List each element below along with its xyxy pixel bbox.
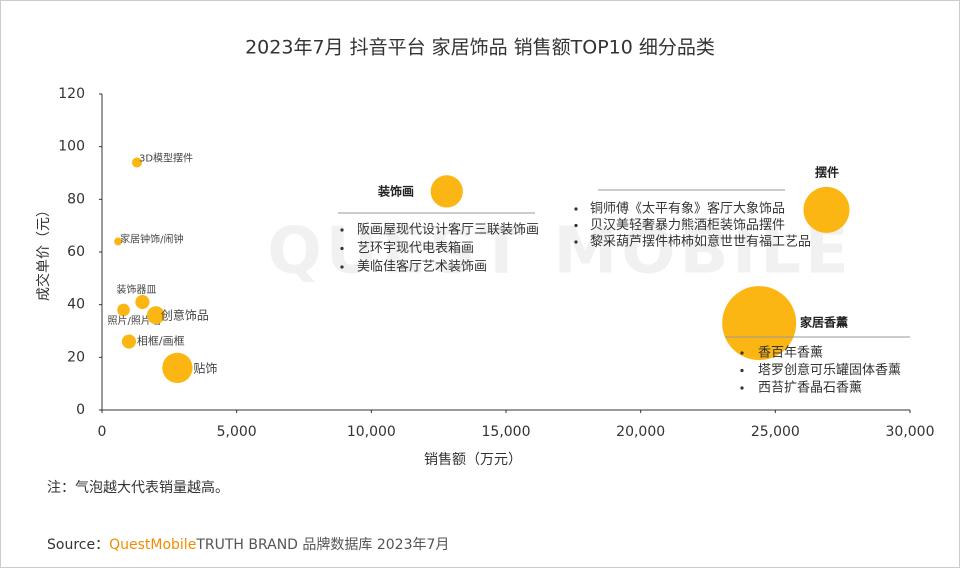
- bubble-label: 3D模型摆件: [139, 151, 193, 164]
- bubble: [803, 186, 850, 233]
- source-brand: QuestMobile: [109, 537, 196, 553]
- callout-item: 铜师傅《太平有象》客厅大象饰品: [590, 201, 785, 217]
- callout-item: 香百年香薰: [758, 346, 823, 361]
- x-tick-label: 10,000: [347, 424, 396, 440]
- callout-title: 家居香薰: [800, 315, 848, 330]
- callout-item: 阪画屋现代设计客厅三联装饰画: [357, 222, 539, 238]
- y-tick-label: 0: [76, 402, 85, 418]
- callout-item: 黎采葫芦摆件柿柿如意世世有福工艺品: [590, 234, 811, 250]
- bullet: [740, 386, 744, 390]
- bullet: [340, 265, 344, 269]
- callout-item: 西苔扩香晶石香薰: [758, 381, 862, 396]
- bubble-label: 相框/画框: [137, 335, 185, 348]
- y-tick-label: 80: [67, 191, 85, 207]
- y-tick-label: 120: [58, 86, 85, 102]
- y-axis-label: 成交单价（元）: [35, 203, 52, 301]
- bullet: [340, 228, 344, 232]
- bullet: [574, 223, 578, 228]
- bubble-label: 装饰器皿: [116, 283, 156, 296]
- callout-title: 装饰画: [377, 184, 414, 199]
- bubble-label: 创意饰品: [161, 308, 209, 323]
- bubble: [135, 294, 150, 310]
- bubble: [722, 286, 797, 361]
- bubble: [162, 352, 193, 384]
- y-tick-label: 100: [58, 139, 85, 155]
- bullet: [340, 246, 344, 251]
- x-axis-label: 销售额（万元）: [424, 452, 522, 468]
- y-tick-label: 40: [67, 297, 85, 313]
- bubble-label: 家居钟饰/闹钟: [120, 232, 183, 245]
- bullet: [740, 351, 744, 355]
- callout-item: 贝汉美轻奢暴力熊酒柜装饰品摆件: [590, 217, 785, 233]
- y-tick-label: 60: [67, 244, 85, 260]
- bullet: [574, 240, 578, 244]
- callout-item: 美临佳客厅艺术装饰画: [357, 259, 487, 275]
- note: 注：气泡越大代表销量越高。: [47, 479, 229, 496]
- x-tick-label: 0: [98, 424, 107, 440]
- x-tick-label: 25,000: [751, 424, 800, 440]
- bubble: [146, 306, 165, 325]
- y-tick-label: 20: [67, 349, 85, 365]
- bubble: [132, 157, 143, 168]
- x-tick-label: 15,000: [482, 424, 531, 440]
- bullet: [574, 207, 578, 211]
- bubble: [117, 303, 130, 317]
- chart-title: 2023年7月 抖音平台 家居饰品 销售额TOP10 细分品类: [245, 37, 715, 59]
- watermark: QUEST MOBILE: [267, 215, 852, 289]
- x-tick-label: 30,000: [886, 424, 935, 440]
- source-text: TRUTH BRAND 品牌数据库 2023年7月: [195, 536, 449, 553]
- callout-item: 塔罗创意可乐罐固体香薰: [758, 362, 901, 378]
- bubble: [114, 237, 123, 246]
- x-tick-label: 20,000: [616, 424, 665, 440]
- callout-title: 摆件: [815, 165, 839, 180]
- bubble: [430, 175, 463, 208]
- bubble-label: 贴饰: [193, 361, 217, 375]
- bubble: [121, 334, 137, 349]
- callout-item: 艺环宇现代电表箱画: [357, 240, 474, 256]
- source-prefix: Source：: [47, 537, 109, 553]
- x-tick-label: 5,000: [217, 424, 257, 440]
- source: Source：QuestMobileTRUTH BRAND 品牌数据库 2023…: [47, 536, 449, 553]
- bullet: [740, 368, 744, 373]
